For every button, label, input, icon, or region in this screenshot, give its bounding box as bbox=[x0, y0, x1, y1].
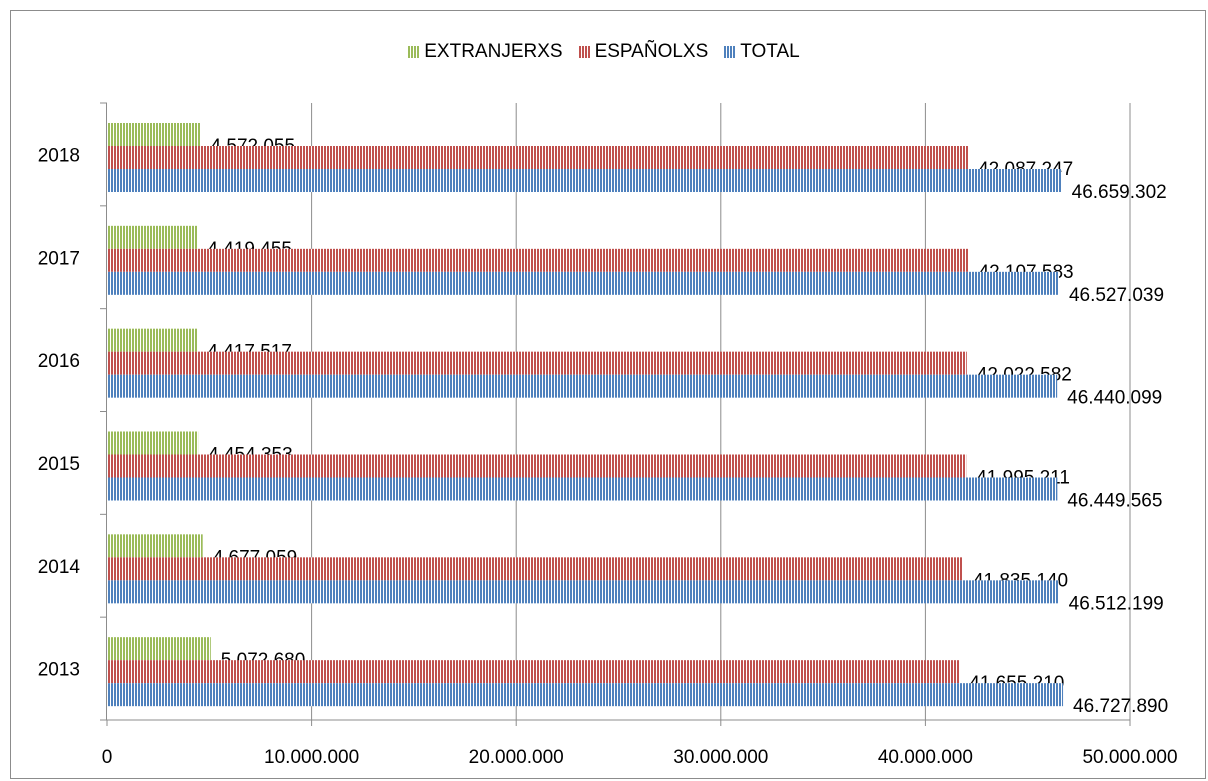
bar-total bbox=[107, 169, 1062, 192]
legend-swatch-total bbox=[724, 46, 737, 58]
data-label: 46.512.199 bbox=[1069, 593, 1164, 614]
y-tick-label: 2014 bbox=[38, 557, 81, 578]
data-label: 46.727.890 bbox=[1073, 696, 1168, 717]
bar-españolxs bbox=[107, 557, 963, 581]
legend-label-total: TOTAL bbox=[740, 41, 800, 62]
x-tick-label: 10.000.000 bbox=[264, 747, 359, 768]
bar-extranjerxs bbox=[107, 431, 199, 455]
y-tick-label: 2016 bbox=[38, 351, 80, 372]
y-tick-label: 2013 bbox=[38, 660, 80, 681]
bar-total bbox=[107, 271, 1059, 295]
bar-españolxs bbox=[107, 248, 969, 272]
legend-item-espanolxs: ESPAÑOLXS bbox=[578, 41, 709, 63]
legend-item-extranjerxs: EXTRANJERXS bbox=[408, 41, 563, 63]
data-label: 46.659.302 bbox=[1072, 182, 1167, 203]
y-tick-label: 2018 bbox=[38, 145, 80, 166]
legend-label-extranjerxs: EXTRANJERXS bbox=[424, 41, 563, 62]
bar-total bbox=[107, 683, 1064, 707]
y-tick-label: 2017 bbox=[38, 248, 80, 269]
bar-españolxs bbox=[107, 351, 967, 375]
y-tick-label: 2015 bbox=[38, 454, 80, 475]
data-label: 46.449.565 bbox=[1067, 491, 1162, 512]
bar-extranjerxs bbox=[107, 637, 211, 661]
x-tick-label: 40.000.000 bbox=[878, 747, 973, 768]
x-tick-label: 0 bbox=[102, 747, 113, 768]
bar-total bbox=[107, 580, 1059, 604]
legend-swatch-espanolxs bbox=[578, 46, 591, 58]
data-label: 46.440.099 bbox=[1067, 388, 1162, 409]
data-label: 46.527.039 bbox=[1069, 285, 1164, 306]
x-tick-label: 50.000.000 bbox=[1082, 747, 1177, 768]
bar-total bbox=[107, 477, 1058, 501]
bar-total bbox=[107, 374, 1058, 398]
x-tick-label: 20.000.000 bbox=[469, 747, 564, 768]
bar-extranjerxs bbox=[107, 534, 203, 558]
bar-extranjerxs bbox=[107, 123, 201, 146]
bar-extranjerxs bbox=[107, 328, 198, 352]
bar-extranjerxs bbox=[107, 225, 198, 249]
legend-label-espanolxs: ESPAÑOLXS bbox=[594, 41, 709, 62]
legend-swatch-extranjerxs bbox=[408, 46, 421, 58]
bar-españolxs bbox=[107, 146, 969, 169]
x-tick-label: 30.000.000 bbox=[673, 747, 768, 768]
legend-item-total: TOTAL bbox=[724, 41, 800, 63]
bar-españolxs bbox=[107, 660, 960, 684]
bar-españolxs bbox=[107, 454, 967, 478]
legend: EXTRANJERXS ESPAÑOLXS TOTAL bbox=[0, 40, 1208, 64]
